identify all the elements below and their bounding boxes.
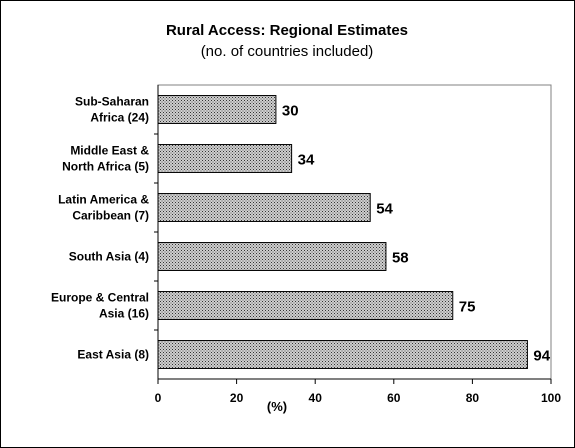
category-label-1-line-0: Middle East &: [70, 144, 149, 158]
category-label-2-line-0: Latin America &: [58, 193, 149, 207]
chart-subtitle: (no. of countries included): [201, 43, 374, 60]
category-label-4-line-1: Asia (16): [99, 307, 149, 321]
bar-value-label-2: 54: [376, 201, 393, 218]
x-tick-label-5: 100: [541, 391, 561, 405]
x-tick-label-4: 80: [466, 391, 480, 405]
x-axis-label: (%): [267, 399, 287, 414]
category-label-5-line-0: East Asia (8): [77, 348, 149, 362]
bar-value-label-0: 30: [282, 103, 299, 120]
category-label-0-line-1: Africa (24): [90, 111, 149, 125]
category-label-2-line-1: Caribbean (7): [72, 209, 149, 223]
bar-0: [157, 95, 277, 124]
category-label-4-line-0: Europe & Central: [51, 291, 149, 305]
x-tick-label-3: 60: [387, 391, 401, 405]
bar-value-label-3: 58: [392, 250, 409, 267]
bar-4: [157, 291, 454, 320]
category-label-3-line-0: South Asia (4): [69, 250, 149, 264]
bar-2: [157, 193, 371, 222]
bar-value-label-1: 34: [298, 152, 315, 169]
category-label-1-line-1: North Africa (5): [62, 160, 149, 174]
plot-area: [157, 84, 552, 380]
bar-5: [157, 340, 528, 369]
x-tick-label-1: 20: [230, 391, 244, 405]
bar-value-label-5: 94: [533, 348, 550, 365]
bar-1: [157, 144, 293, 173]
bar-3: [157, 242, 387, 271]
chart-title: Rural Access: Regional Estimates: [166, 22, 408, 39]
x-tick-label-0: 0: [155, 391, 162, 405]
category-label-0-line-0: Sub-Saharan: [75, 95, 149, 109]
x-tick-label-2: 40: [309, 391, 323, 405]
bar-value-label-4: 75: [459, 299, 476, 316]
x-ticks-group: 0 20 40 60 80 100: [155, 379, 561, 405]
